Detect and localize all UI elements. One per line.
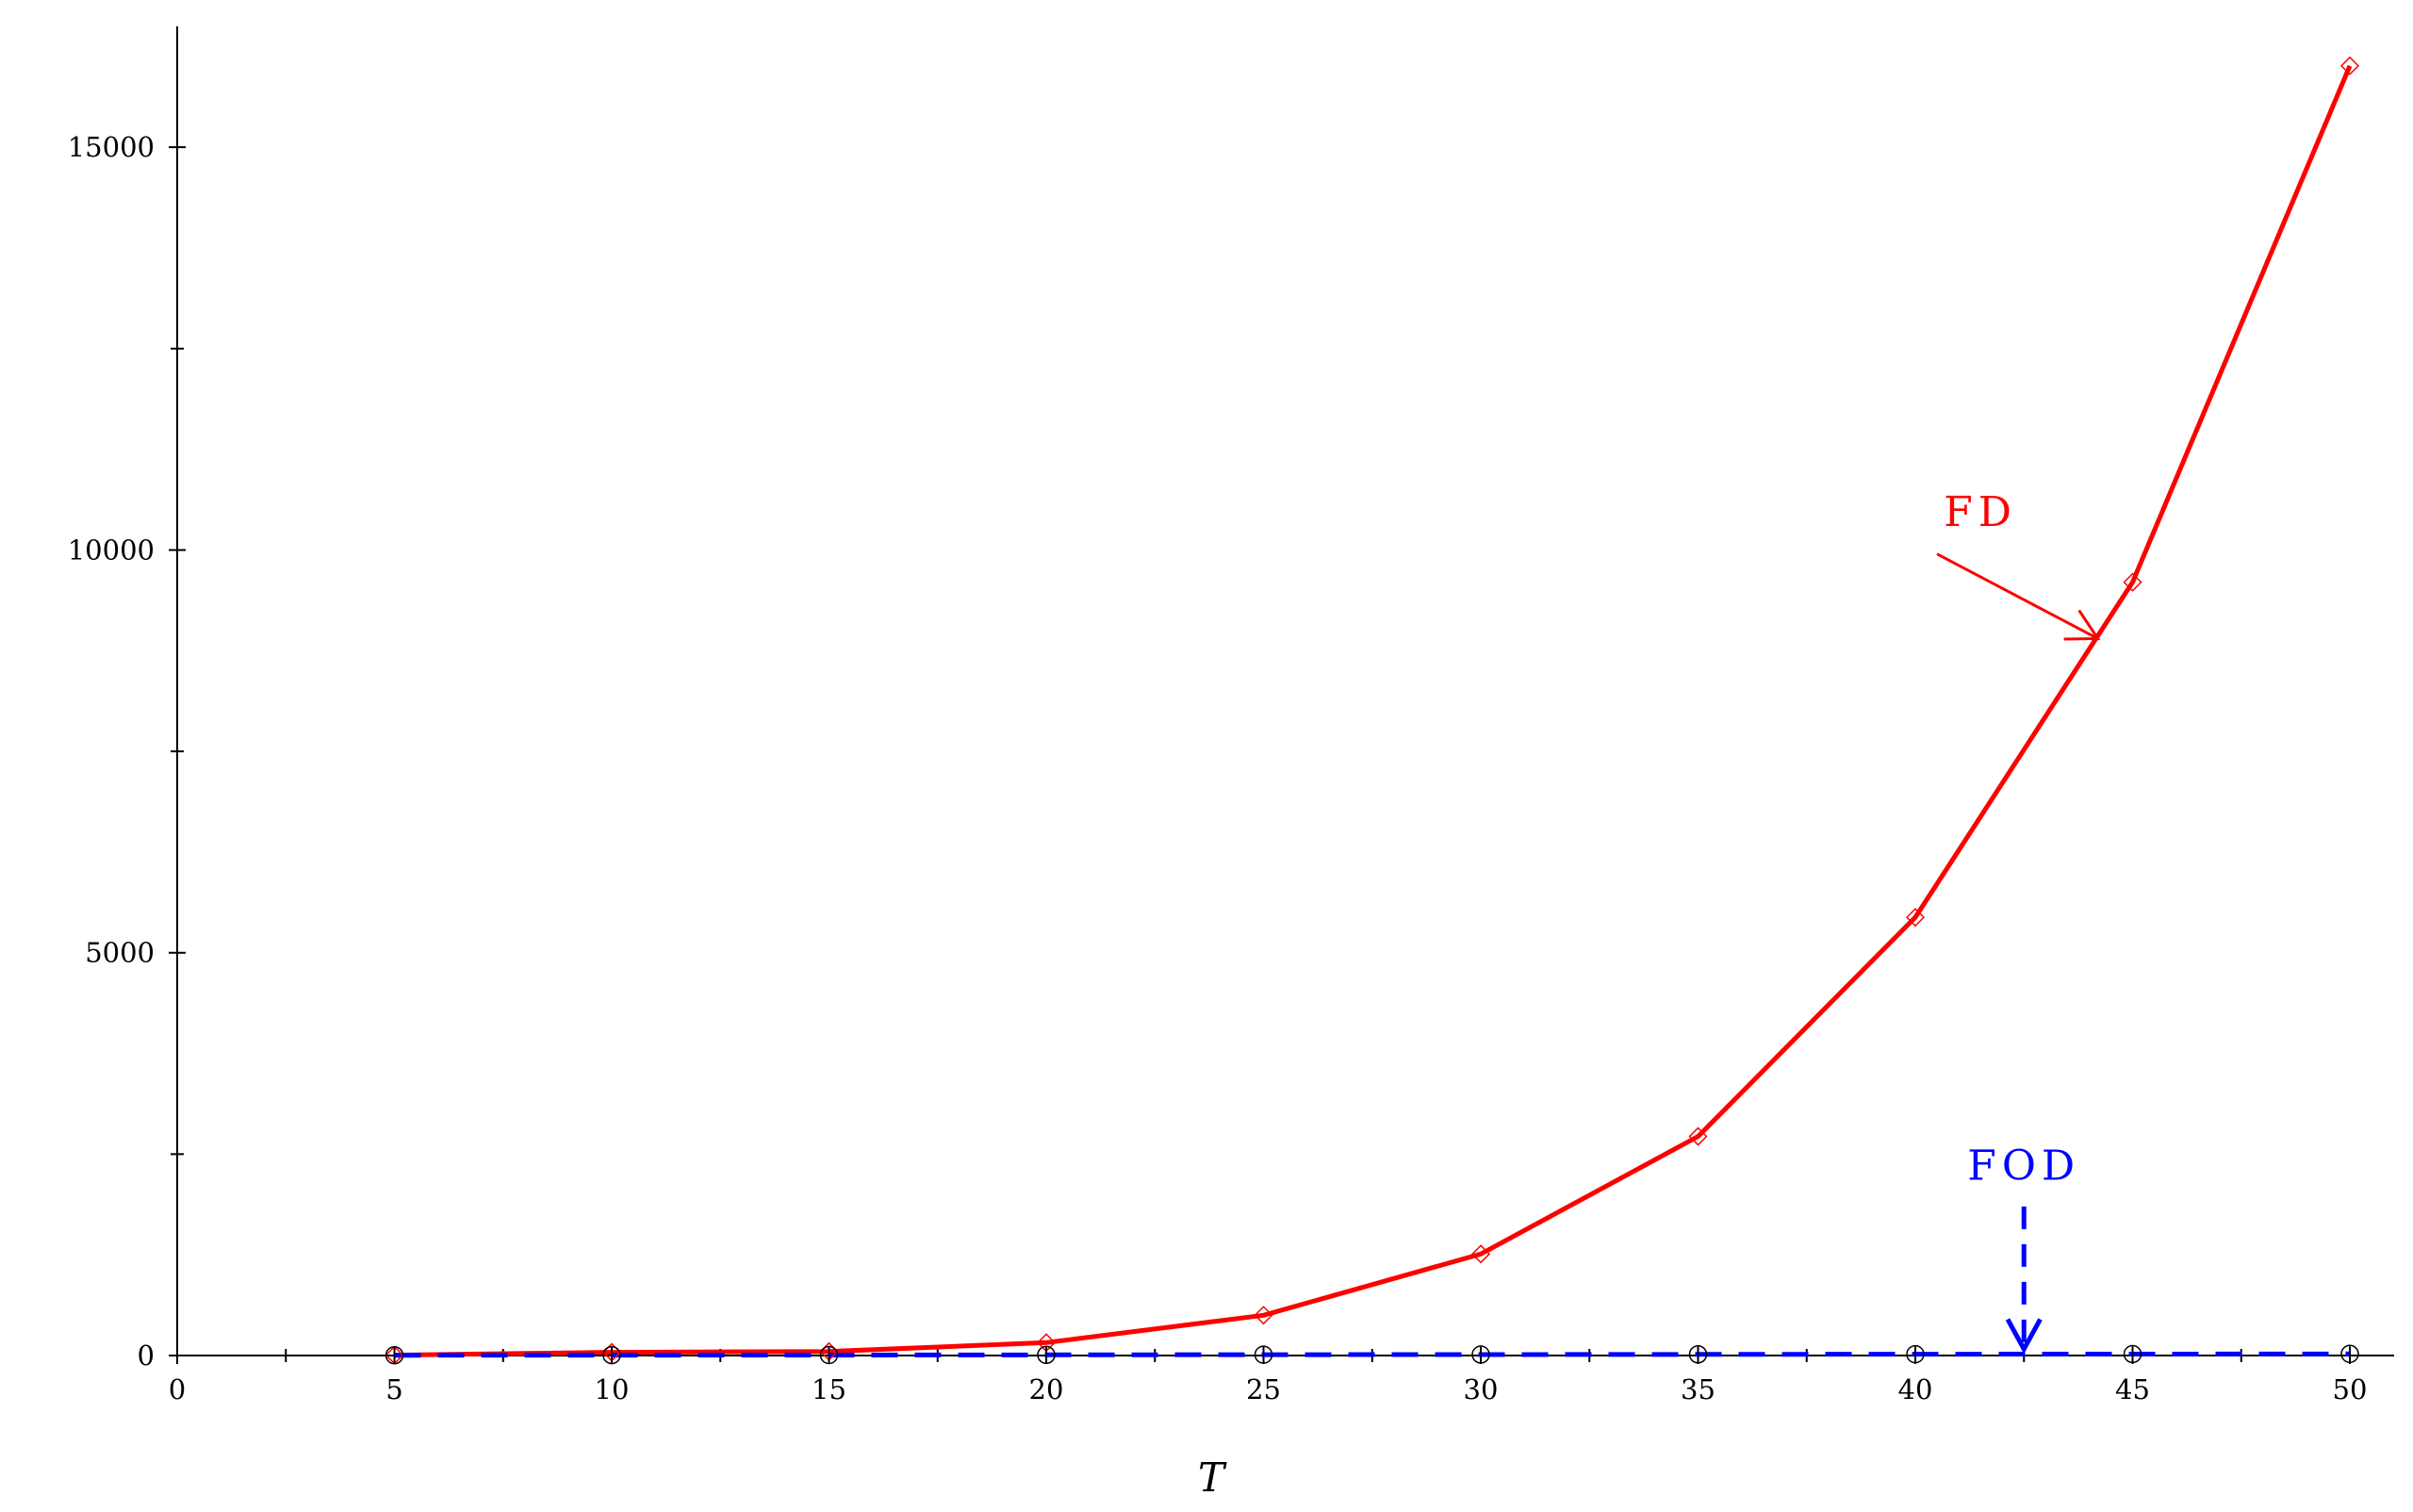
annotation-arrow-fd [1936, 552, 2099, 640]
x-tick-label: 30 [1464, 1373, 1499, 1405]
x-tick-label: 5 [386, 1373, 402, 1405]
x-tick-label: 50 [2333, 1373, 2368, 1405]
x-tick-label: 45 [2115, 1373, 2150, 1405]
y-tick-label: 0 [138, 1339, 155, 1372]
x-tick-label: 10 [595, 1373, 630, 1405]
x-tick-label: 15 [812, 1373, 846, 1405]
annotation-label-fod: FOD [1967, 1142, 2080, 1191]
x-tick-label: 35 [1681, 1373, 1715, 1405]
data-point-fd [1470, 1244, 1491, 1264]
annotation-label-fd: FD [1944, 488, 2017, 536]
x-axis-title: T [1198, 1454, 1227, 1501]
x-tick-label: 0 [169, 1373, 186, 1405]
y-tick-label: 5000 [85, 937, 155, 969]
data-point-fd [1905, 908, 1926, 928]
x-tick-label: 25 [1246, 1373, 1281, 1405]
series-line-fod [394, 1351, 2351, 1358]
axes: 0 5 10 15 20 25 30 35 40 45 50 0 5000 10000 15000 [68, 26, 2394, 1405]
annotations: FD FOD [1936, 488, 2101, 1355]
x-tick-label: 40 [1898, 1373, 1933, 1405]
data-point-fd [2123, 572, 2142, 592]
series-line-fd [394, 64, 2353, 1358]
x-tick-label: 20 [1029, 1373, 1064, 1405]
y-tick-label: 15000 [68, 131, 155, 163]
annotation-arrowhead-fod [2005, 1318, 2043, 1355]
data-point-fd [2339, 56, 2360, 75]
series-layer [385, 56, 2360, 1365]
y-tick-label: 10000 [68, 534, 155, 566]
data-point-fd [1688, 1126, 1708, 1146]
annotation-arrowhead-fd [2063, 609, 2101, 641]
data-point-fd [1254, 1306, 1273, 1325]
